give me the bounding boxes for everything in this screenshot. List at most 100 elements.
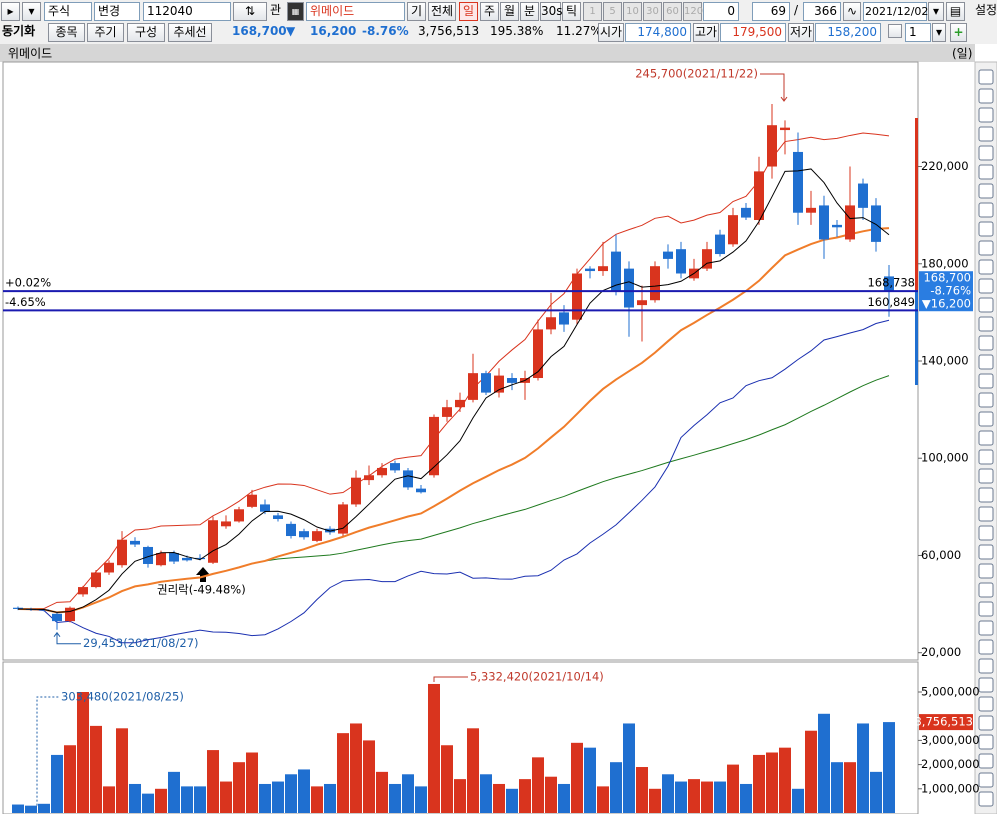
volume-bar xyxy=(38,803,50,813)
period-button[interactable]: 월 xyxy=(500,2,519,21)
range-bar-down xyxy=(915,290,918,385)
tool-icon xyxy=(978,240,994,256)
volume-bar xyxy=(25,805,37,813)
minute-button[interactable]: 120 xyxy=(683,2,703,21)
info-button[interactable]: 주기 xyxy=(87,23,124,42)
tool-icon xyxy=(978,468,994,484)
checkbox[interactable] xyxy=(888,24,902,38)
volume-bar xyxy=(623,723,635,813)
ex-rights-label: 권리락(-49.48%) xyxy=(157,583,246,597)
candle-body xyxy=(871,205,881,242)
info-volume: 3,756,513 xyxy=(418,24,480,38)
period-button[interactable]: 분 xyxy=(520,2,539,21)
volume-tick-label: 1,000,000 xyxy=(921,781,980,795)
candle-body xyxy=(130,540,140,545)
icon-button[interactable]: ∿ xyxy=(843,2,861,21)
volume-bar xyxy=(662,774,674,813)
tool-icon xyxy=(978,392,994,408)
candle-body xyxy=(624,268,634,308)
candle-body xyxy=(351,477,361,505)
band-upper-line xyxy=(17,132,890,610)
name-field: 위메이드 xyxy=(306,2,405,21)
candle-body xyxy=(767,125,777,167)
tool-icon xyxy=(978,791,994,807)
date-dropdown[interactable]: ▾ xyxy=(928,2,944,21)
period-button[interactable]: 틱 xyxy=(562,2,581,21)
max-volume-label: 5,332,420(2021/10/14) xyxy=(470,669,604,683)
volume-bar xyxy=(350,723,362,813)
current-volume: 3,756,513 xyxy=(914,715,973,729)
candle-body xyxy=(806,207,816,213)
icon-button[interactable]: ▤ xyxy=(946,2,965,21)
minute-button[interactable]: 60 xyxy=(663,2,682,21)
info-button[interactable]: 구성 xyxy=(127,23,165,42)
y-tick-label: 60,000 xyxy=(921,548,961,562)
minute-button[interactable]: 1 xyxy=(583,2,602,21)
market-select[interactable]: 주식 xyxy=(44,2,92,21)
tool-icon xyxy=(978,107,994,123)
code-input[interactable]: 112040 xyxy=(143,2,231,21)
minute-button[interactable]: 10 xyxy=(623,2,642,21)
info-change: 16,200 xyxy=(310,24,357,38)
candle-body xyxy=(494,375,504,393)
volume-bar xyxy=(753,754,765,813)
ex-rights-arrow xyxy=(196,567,210,582)
candle-body xyxy=(676,249,686,274)
settings-button[interactable]: 설정 xyxy=(975,3,997,17)
info-button[interactable]: 추세선 xyxy=(168,23,212,42)
watch-label[interactable]: 관 xyxy=(270,3,282,17)
layout-select[interactable]: 1 xyxy=(905,23,931,42)
count-input[interactable]: 69 xyxy=(752,2,790,21)
candle-body xyxy=(117,539,127,566)
change-select[interactable]: 변경 xyxy=(94,2,140,21)
price-panel xyxy=(2,61,919,661)
candle-body xyxy=(572,273,582,320)
icon-button[interactable]: ▸ xyxy=(1,2,20,21)
icon-button[interactable]: ▾ xyxy=(22,2,41,21)
volume-bar xyxy=(675,781,687,813)
candle-body xyxy=(377,467,387,476)
icon-button[interactable]: ▦ xyxy=(287,2,304,21)
volume-bar xyxy=(766,752,778,813)
current-volume-box xyxy=(919,714,973,731)
current-change-pct: -8.76% xyxy=(930,284,971,298)
volume-tick-label: 3,000,000 xyxy=(921,733,980,747)
info-button[interactable]: 종목 xyxy=(48,23,85,42)
y-tick-label: 180,000 xyxy=(921,256,969,270)
candle-body xyxy=(884,276,894,292)
basic-button[interactable]: 기 xyxy=(407,2,426,21)
volume-bar xyxy=(844,762,856,813)
offset-input[interactable]: 0 xyxy=(703,2,739,21)
volume-bar xyxy=(298,769,310,813)
low-value: 158,200 xyxy=(815,23,881,42)
period-button[interactable]: 일 xyxy=(459,2,478,21)
tool-icon xyxy=(978,297,994,313)
candle-body xyxy=(390,463,400,471)
candle-body xyxy=(715,234,725,255)
volume-bar xyxy=(155,788,167,813)
info-change-pct: -8.76% xyxy=(362,24,409,38)
level-pct: -4.65% xyxy=(5,295,46,309)
date-input[interactable]: 2021/12/02 xyxy=(863,2,928,21)
candle-body xyxy=(65,607,75,622)
add-button[interactable]: + xyxy=(950,23,967,42)
search-button[interactable]: ⇅ xyxy=(233,2,267,21)
volume-bar xyxy=(818,713,830,813)
volume-bar xyxy=(571,742,583,813)
all-button[interactable]: 전체 xyxy=(428,2,456,21)
candle-body xyxy=(637,300,647,306)
tool-icon xyxy=(978,620,994,636)
volume-bar xyxy=(467,728,479,813)
period-button[interactable]: 주 xyxy=(480,2,499,21)
period-button[interactable]: 30s xyxy=(540,2,563,21)
minute-button[interactable]: 30 xyxy=(643,2,662,21)
tool-icon xyxy=(978,772,994,788)
layout-dropdown[interactable]: ▾ xyxy=(932,23,946,42)
candle-body xyxy=(221,521,231,527)
info-arrow: ▼ xyxy=(286,24,296,38)
volume-bar xyxy=(545,776,557,813)
minute-button[interactable]: 5 xyxy=(603,2,622,21)
candle-body xyxy=(728,215,738,245)
tool-icon xyxy=(978,145,994,161)
sync-label[interactable]: 동기화 xyxy=(2,24,36,38)
